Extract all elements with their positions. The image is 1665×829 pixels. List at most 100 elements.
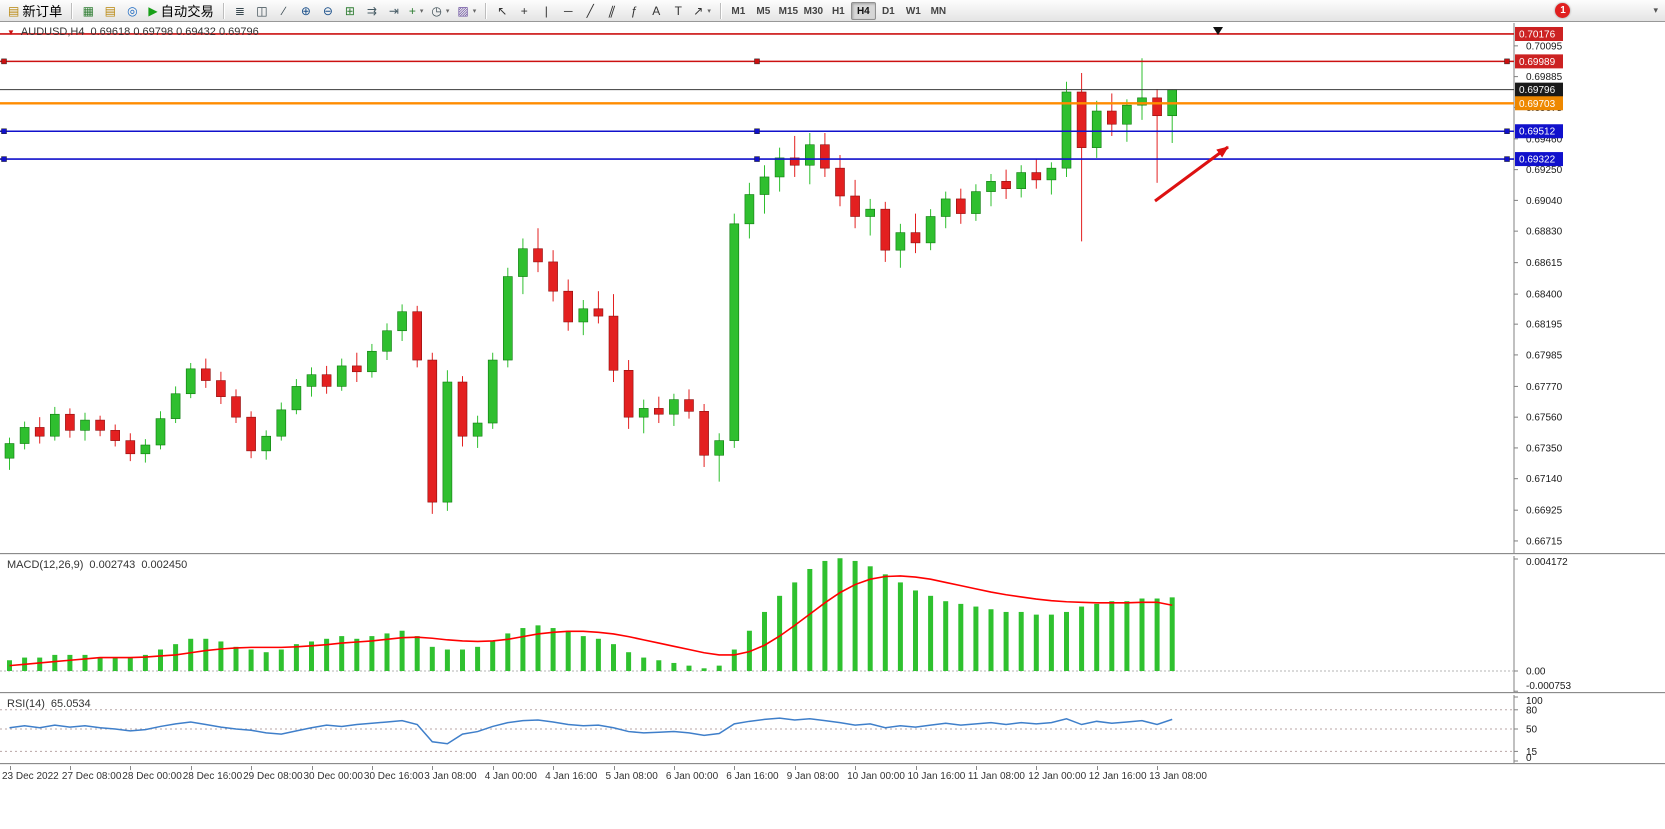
toolbar-separator [222,2,224,19]
periods-icon: ◷ [431,3,442,18]
time-label: 6 Jan 16:00 [726,771,779,782]
panel-divider[interactable] [0,553,1665,556]
arrows-button[interactable]: ↗ ▾ [689,1,715,20]
symbol-period-label: AUDUSD,H4 [20,26,85,38]
timeframe-h1-button[interactable]: H1 [831,5,845,17]
templates-icon: ▨ [457,3,469,18]
panel-divider[interactable] [0,763,1665,766]
templates-button[interactable]: ▨ ▾ [453,1,480,20]
vertical-line-icon: | [544,3,548,18]
time-label: 27 Dec 08:00 [61,771,122,782]
time-tick [311,766,313,770]
down-marker-icon [1213,27,1223,35]
tile-windows-button[interactable]: ⊞ [339,1,361,20]
crosshair-button[interactable]: + [513,1,535,20]
chevron-down-icon[interactable]: ▾ [472,7,477,15]
rsi-name: RSI(14) [7,698,45,710]
svg-text:0.67985: 0.67985 [1526,350,1563,361]
time-tick [1096,766,1098,770]
macd-label: MACD(12,26,9) 0.002743 0.002450 [7,559,187,571]
ohlc-label: 0.69618 0.69798 0.69432 0.69796 [90,26,259,38]
svg-text:80: 80 [1526,705,1538,716]
time-tick [915,766,917,770]
time-tick [794,766,796,770]
svg-text:0.69885: 0.69885 [1526,72,1563,83]
svg-text:0.69040: 0.69040 [1526,196,1563,207]
timeframe-m15-button[interactable]: M15 [778,5,799,17]
cursor-button[interactable]: ↖ [491,1,513,20]
trendline-button[interactable]: ╱ [579,1,601,20]
equidistant-channel-icon: ∥ [606,3,618,18]
timeframe-mn-button[interactable]: MN [930,5,947,17]
svg-text:0: 0 [1526,753,1532,763]
svg-text:0.69989: 0.69989 [1519,57,1556,68]
periods-button[interactable]: ◷ ▾ [427,1,453,20]
timeframe-m1-button[interactable]: M1 [731,5,746,17]
auto-scroll-button[interactable]: ⇉ [361,1,383,20]
horizontal-line-icon: ─ [564,3,573,18]
time-label: 30 Dec 00:00 [303,771,364,782]
svg-text:0.67560: 0.67560 [1526,413,1563,424]
time-tick [553,766,555,770]
chevron-down-icon[interactable]: ▾ [445,7,450,15]
toolbar-overflow-icon[interactable]: ▾ [1653,5,1658,15]
timeframe-d1-button[interactable]: D1 [881,5,895,17]
profiles-icon: ▤ [104,3,116,18]
text-label-button[interactable]: T [667,1,689,20]
vertical-line-button[interactable]: | [535,1,557,20]
market-watch-button[interactable]: ◎ [121,1,143,20]
equidistant-channel-button[interactable]: ∥ [601,1,623,20]
chart-shift-button[interactable]: ⇥ [383,1,405,20]
svg-text:0.68830: 0.68830 [1526,227,1563,238]
svg-text:0.004172: 0.004172 [1526,557,1568,568]
svg-text:0.70095: 0.70095 [1526,41,1563,52]
svg-text:0.70176: 0.70176 [1519,29,1556,40]
time-label: 28 Dec 16:00 [182,771,243,782]
main-chart-panel[interactable]: 0.700950.698850.696750.694600.692500.690… [0,23,1665,553]
bar-chart-button[interactable]: ≣ [229,1,251,20]
time-tick [1036,766,1038,770]
time-label: 28 Dec 00:00 [122,771,182,782]
arrows-icon: ↗ [693,3,704,18]
text-button[interactable]: A [645,1,667,20]
indicators-button[interactable]: + ▾ [405,1,428,20]
svg-text:0.69460: 0.69460 [1526,134,1563,145]
timeframe-m5-button[interactable]: M5 [756,5,771,17]
chevron-down-icon[interactable]: ▾ [419,7,424,15]
profiles-button[interactable]: ▤ [99,1,121,20]
timeframe-w1-button[interactable]: W1 [905,5,921,17]
zoom-out-button[interactable]: ⊖ [317,1,339,20]
svg-text:0.66925: 0.66925 [1526,506,1563,517]
rsi-value: 65.0534 [50,698,91,710]
panel-divider[interactable] [0,692,1665,695]
crosshair-icon: + [520,3,528,18]
auto-trading-button[interactable]: ▶ 自动交易 [144,1,218,20]
time-tick [371,766,373,770]
time-axis[interactable]: 23 Dec 2022 27 Dec 08:00 28 Dec 00:00 28 De… [0,766,1665,784]
timeframe-m30-button[interactable]: M30 [803,5,824,17]
zoom-in-button[interactable]: ⊕ [295,1,317,20]
fibonacci-button[interactable]: ƒ [623,1,645,20]
play-icon: ▶ [148,3,158,18]
timeframe-h4-button[interactable]: H4 [850,1,876,20]
chevron-down-icon[interactable]: ▾ [707,7,711,15]
auto-scroll-icon: ⇉ [366,3,377,18]
macd-panel[interactable]: 0.004172 0.00 -0.000753 [0,556,1665,692]
time-tick [432,766,434,770]
svg-text:-0.000753: -0.000753 [1526,681,1571,692]
auto-trading-label: 自动交易 [160,4,214,19]
line-chart-button[interactable]: ∕ [273,1,295,20]
time-label: 29 Dec 08:00 [243,771,303,782]
time-label: 9 Jan 08:00 [786,771,839,782]
candlestick-chart-button[interactable]: ◫ [251,1,273,20]
new-order-button[interactable]: ▤ 新订单 [4,1,66,20]
new-chart-button[interactable]: ▦ [77,1,99,20]
rsi-label: RSI(14) 65.0534 [7,698,91,710]
chart-window: 0.700950.698850.696750.694600.692500.690… [0,23,1665,829]
time-label: 3 Jan 08:00 [424,771,477,782]
time-label: 5 Jan 08:00 [605,771,658,782]
new-order-label: 新订单 [22,4,63,19]
notification-badge[interactable]: 1 [1555,3,1571,18]
horizontal-line-button[interactable]: ─ [557,1,579,20]
